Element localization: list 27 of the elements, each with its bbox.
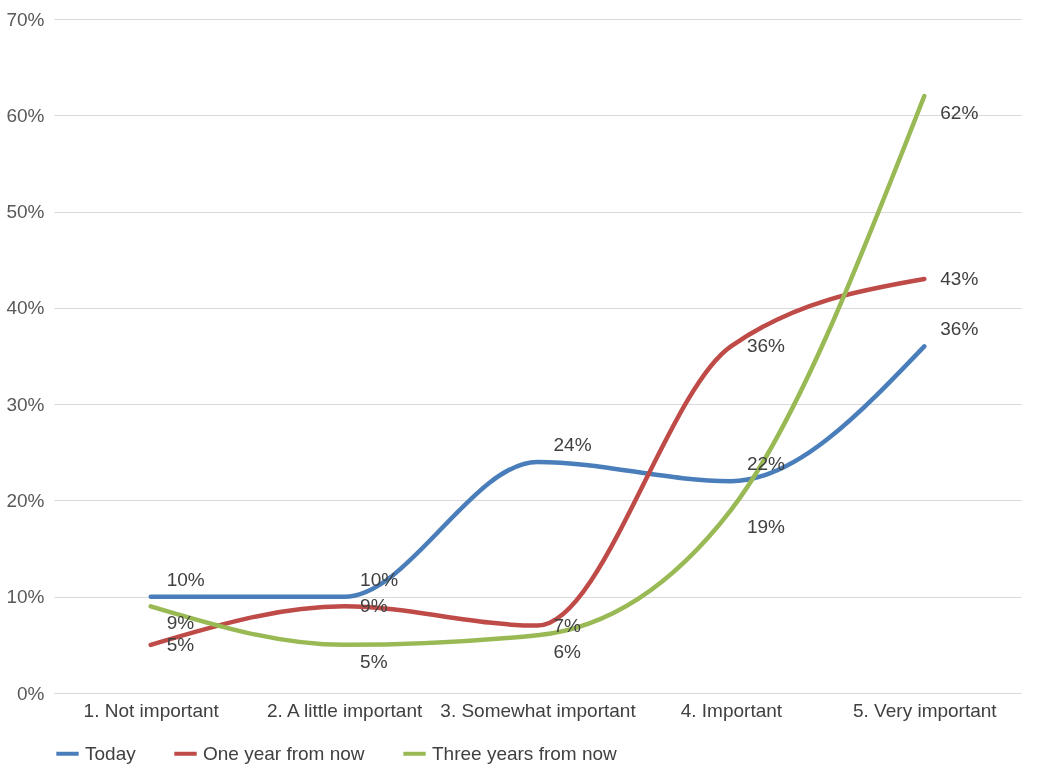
data-label: 43% xyxy=(940,267,979,289)
y-tick-label: 30% xyxy=(6,393,45,415)
y-tick-label: 50% xyxy=(6,201,45,223)
y-tick-label: 0% xyxy=(17,682,45,704)
y-tick-label: 10% xyxy=(6,586,45,608)
y-tick-label: 60% xyxy=(6,104,45,126)
y-tick-label: 70% xyxy=(6,8,45,30)
data-label: 62% xyxy=(940,102,979,124)
data-label: 19% xyxy=(746,516,786,538)
x-tick-label: 4. Important xyxy=(680,699,783,721)
x-tick-label: 1. Not important xyxy=(83,699,220,721)
x-tick-label: 3. Somewhat important xyxy=(440,699,637,721)
data-label: 10% xyxy=(166,568,205,590)
data-label: 6% xyxy=(553,641,582,663)
x-tick-label: 5. Very important xyxy=(852,699,998,721)
data-label: 9% xyxy=(166,612,195,634)
data-label: 5% xyxy=(360,650,388,672)
data-label: 24% xyxy=(553,433,592,455)
data-label: 36% xyxy=(940,318,979,340)
legend-label: One year from now xyxy=(203,742,365,764)
x-tick-label: 2. A little important xyxy=(266,699,423,721)
legend-label: Three years from now xyxy=(432,742,618,764)
legend-label: Today xyxy=(85,742,137,764)
y-tick-label: 20% xyxy=(6,489,45,511)
y-tick-label: 40% xyxy=(6,297,45,319)
data-label: 5% xyxy=(166,633,195,655)
data-label: 36% xyxy=(746,335,786,357)
